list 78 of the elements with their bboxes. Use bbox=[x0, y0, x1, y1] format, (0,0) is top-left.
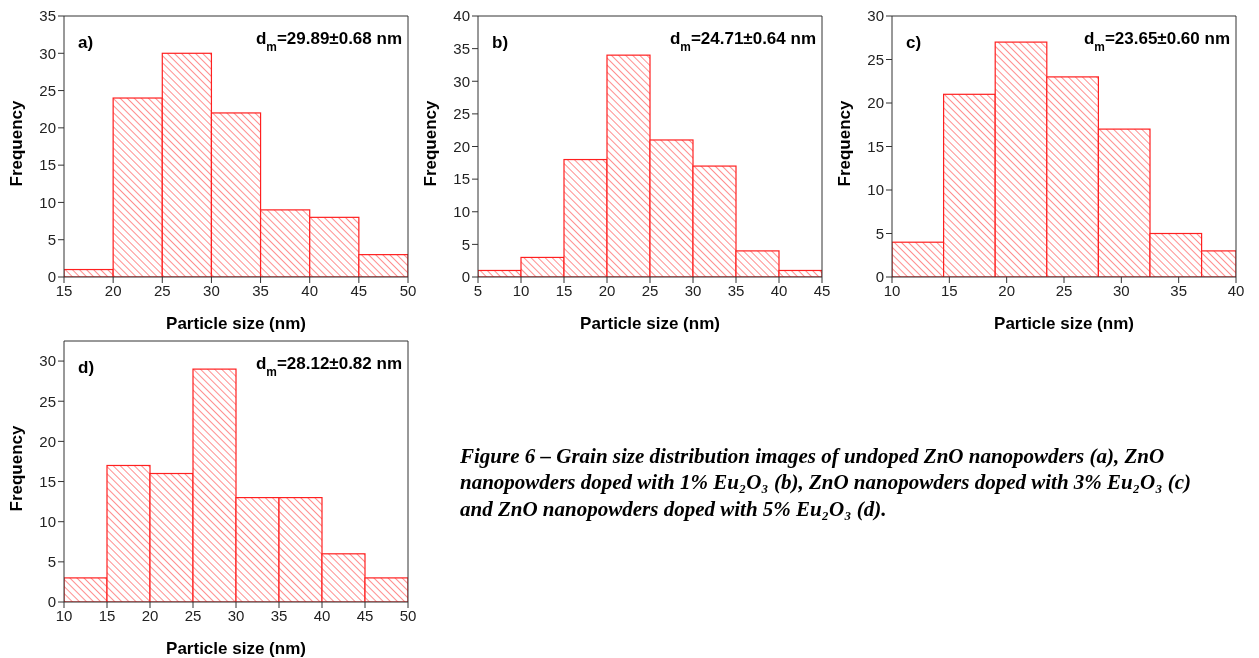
x-tick-label: 25 bbox=[641, 281, 659, 299]
x-tick-label: 10 bbox=[512, 281, 530, 299]
y-tick-label: 10 bbox=[453, 203, 470, 221]
y-tick-label: 15 bbox=[39, 156, 56, 174]
x-tick-label: 45 bbox=[356, 606, 374, 624]
y-tick-label: 25 bbox=[39, 392, 56, 410]
annotation: d) bbox=[78, 358, 95, 377]
y-tick-label: 5 bbox=[461, 235, 470, 253]
y-tick-label: 25 bbox=[453, 105, 470, 123]
y-axis-title: Frequency bbox=[421, 99, 441, 187]
y-tick-label: 5 bbox=[875, 224, 884, 242]
x-tick-label: 25 bbox=[1055, 281, 1073, 299]
x-tick-label: 45 bbox=[350, 281, 368, 299]
x-axis-title: Particle size (nm) bbox=[166, 314, 306, 333]
y-tick-label: 15 bbox=[39, 472, 56, 490]
annotation: d$_{m}$=28.12±0.82 nm bbox=[255, 354, 402, 379]
y-tick-label: 10 bbox=[39, 193, 56, 211]
x-tick-label: 25 bbox=[184, 606, 202, 624]
x-tick-label: 50 bbox=[399, 606, 417, 624]
y-axis-title: Frequency bbox=[835, 99, 855, 187]
annotation: a) bbox=[78, 33, 94, 52]
x-axis-title: Particle size (nm) bbox=[580, 314, 720, 333]
y-axis-title: Frequency bbox=[7, 424, 27, 512]
annotation: d$_{m}$=24.71±0.64 nm bbox=[669, 29, 816, 54]
x-tick-label: 40 bbox=[313, 606, 331, 624]
x-tick-label: 40 bbox=[770, 281, 788, 299]
x-tick-label: 35 bbox=[1170, 281, 1188, 299]
y-tick-label: 10 bbox=[867, 181, 884, 199]
x-axis-title: Particle size (nm) bbox=[994, 314, 1134, 333]
y-tick-label: 5 bbox=[47, 553, 56, 571]
y-tick-label: 30 bbox=[39, 44, 56, 62]
y-tick-label: 20 bbox=[453, 137, 470, 155]
annotation: d$_{m}$=29.89±0.68 nm bbox=[255, 29, 402, 54]
y-tick-label: 0 bbox=[47, 593, 56, 611]
x-tick-label: 40 bbox=[301, 281, 319, 299]
x-tick-label: 35 bbox=[252, 281, 269, 299]
y-tick-label: 0 bbox=[875, 268, 884, 286]
x-tick-label: 50 bbox=[399, 281, 417, 299]
y-tick-label: 5 bbox=[47, 231, 56, 249]
x-tick-label: 30 bbox=[227, 606, 245, 624]
x-tick-label: 20 bbox=[598, 281, 616, 299]
y-tick-label: 25 bbox=[867, 50, 884, 68]
x-tick-label: 20 bbox=[998, 281, 1016, 299]
annotation: c) bbox=[906, 33, 922, 52]
x-tick-label: 40 bbox=[1227, 281, 1245, 299]
y-tick-label: 0 bbox=[47, 268, 56, 286]
y-tick-label: 30 bbox=[867, 7, 884, 25]
x-tick-label: 35 bbox=[727, 281, 745, 299]
y-tick-label: 40 bbox=[453, 7, 470, 25]
x-tick-label: 5 bbox=[473, 281, 483, 299]
y-tick-label: 15 bbox=[867, 137, 884, 155]
y-tick-label: 10 bbox=[39, 513, 56, 531]
x-tick-label: 35 bbox=[270, 606, 288, 624]
y-tick-label: 20 bbox=[39, 432, 56, 450]
x-tick-label: 25 bbox=[153, 281, 171, 299]
y-tick-label: 35 bbox=[453, 39, 470, 57]
x-tick-label: 15 bbox=[940, 281, 958, 299]
x-tick-label: 15 bbox=[555, 281, 573, 299]
annotation: b) bbox=[492, 33, 509, 52]
x-tick-label: 15 bbox=[98, 606, 116, 624]
x-tick-label: 30 bbox=[684, 281, 702, 299]
annotation: d$_{m}$=23.65±0.60 nm bbox=[1083, 29, 1230, 54]
y-axis-title: Frequency bbox=[7, 99, 27, 187]
x-tick-label: 30 bbox=[1112, 281, 1130, 299]
y-tick-label: 15 bbox=[453, 170, 470, 188]
y-tick-label: 35 bbox=[39, 7, 56, 25]
x-tick-label: 45 bbox=[813, 281, 831, 299]
x-axis-title: Particle size (nm) bbox=[166, 639, 306, 658]
y-tick-label: 20 bbox=[39, 119, 56, 137]
x-tick-label: 20 bbox=[141, 606, 159, 624]
y-tick-label: 30 bbox=[453, 72, 470, 90]
y-tick-label: 0 bbox=[461, 268, 470, 286]
y-tick-label: 25 bbox=[39, 81, 56, 99]
caption: Figure 6 – Grain size distribution images of undoped ZnO nanopowders (a), ZnO nanopowders doped with 1% Eu₂O₃ (b), ZnO nanopowders doped with 3% Eu₂O₃ (c) and ZnO nanopowders doped with 5% Eu₂O₃ (d). bbox=[460, 443, 1193, 522]
y-tick-label: 20 bbox=[867, 94, 884, 112]
x-tick-label: 20 bbox=[104, 281, 122, 299]
y-tick-label: 30 bbox=[39, 352, 56, 370]
x-tick-label: 30 bbox=[203, 281, 220, 299]
